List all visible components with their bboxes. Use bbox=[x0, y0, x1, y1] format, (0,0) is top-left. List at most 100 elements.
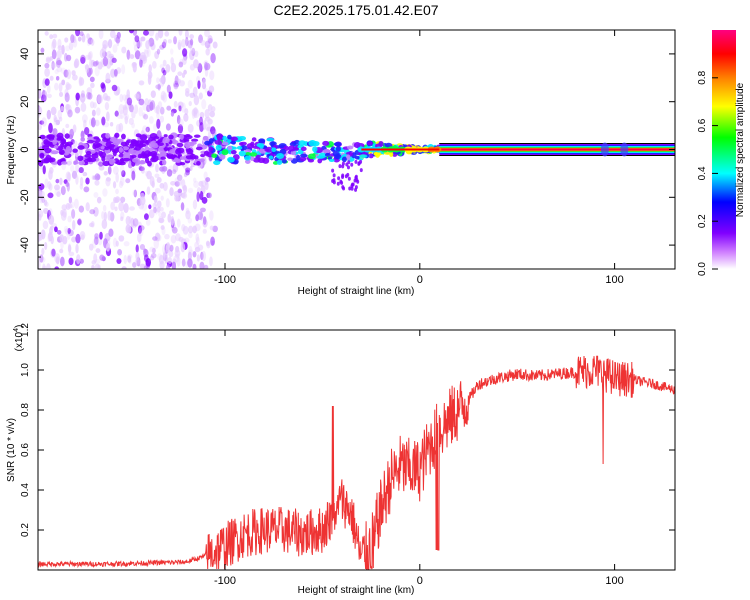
spectrogram-band-cell bbox=[193, 134, 201, 138]
spectrogram-trail-cell bbox=[339, 179, 343, 184]
spectrogram-noise-cell bbox=[193, 180, 200, 188]
spectrogram-noise-cell bbox=[95, 248, 101, 253]
spectrogram-noise-cell bbox=[126, 49, 131, 60]
spectrogram-noise-cell bbox=[198, 92, 203, 100]
spectrogram-noise-cell bbox=[91, 175, 96, 180]
spectrogram-band-cell bbox=[169, 149, 176, 154]
spectrogram-noise-cell bbox=[192, 199, 198, 210]
spectrogram-noise-cell bbox=[56, 66, 63, 73]
snr-y-tick-label: 0.4 bbox=[20, 483, 31, 497]
colorbar-tick-label: 0.0 bbox=[697, 262, 708, 276]
spectrogram-noise-cell bbox=[178, 105, 182, 112]
spectrogram-noise-cell bbox=[205, 240, 210, 247]
spectrogram-noise-cell bbox=[181, 72, 186, 78]
spectrogram-band-cell bbox=[170, 154, 176, 160]
spectrogram-noise-cell bbox=[96, 196, 102, 204]
spectrogram-trail-cell bbox=[336, 181, 340, 186]
spectrogram-trail-cell bbox=[354, 159, 358, 164]
spectrogram-trail-cell bbox=[332, 178, 336, 183]
spectrogram-noise-cell bbox=[178, 236, 184, 242]
spectrogram-noise-cell bbox=[93, 206, 99, 217]
colorbar-gradient bbox=[712, 30, 736, 269]
spectrogram-noise-cell bbox=[193, 95, 200, 106]
spectrogram-band-cell bbox=[131, 154, 137, 159]
spectrogram-noise-cell bbox=[208, 38, 213, 44]
spectrogram-noise-cell bbox=[173, 36, 177, 45]
spectrogram-noise-cell bbox=[192, 86, 198, 97]
spectrogram-noise-cell bbox=[146, 170, 152, 180]
spectrogram-noise-cell bbox=[67, 109, 73, 118]
spectrogram-y-tick-label: 20 bbox=[19, 96, 31, 108]
spectrogram-band-cell bbox=[255, 154, 261, 159]
spectrogram-band-cell bbox=[80, 137, 86, 142]
spectrogram-noise-cell bbox=[185, 36, 189, 47]
spectrogram-y-axis-label: Frequency (Hz) bbox=[6, 116, 17, 185]
spectrogram-noise-cell bbox=[83, 119, 87, 129]
spectrogram-band-cell bbox=[139, 134, 148, 141]
spectrogram-noise-cell bbox=[162, 252, 168, 262]
spectrogram-band-cell bbox=[211, 153, 218, 158]
spectrogram-noise-cell bbox=[154, 187, 161, 194]
spectrogram-noise-cell bbox=[159, 77, 164, 83]
spectrogram-band-cell bbox=[60, 139, 66, 145]
snr-ticks: -100 0 100 0.2 0.4 0.6 0.8 1.0 1.2 bbox=[20, 323, 675, 587]
spectrogram-noise-cell bbox=[206, 120, 211, 131]
spectrogram-noise-cell bbox=[182, 184, 188, 194]
spectrogram-noise-cell bbox=[90, 38, 95, 46]
spectrogram-noise-cell bbox=[187, 123, 194, 133]
spectrogram-noise-cell bbox=[187, 40, 193, 49]
spectrogram-carrier-core bbox=[361, 148, 440, 151]
spectrogram-noise-cell bbox=[207, 118, 213, 125]
spectrogram-noise-cell bbox=[39, 120, 45, 125]
spectrogram-band-cell bbox=[132, 157, 140, 163]
spectrogram-noise-cell bbox=[146, 125, 151, 135]
spectrogram-noise-cell bbox=[75, 163, 80, 173]
spectrogram-noise-cell bbox=[50, 106, 57, 116]
spectrogram-noise-cell bbox=[72, 140, 78, 147]
spectrogram-noise-cell bbox=[89, 101, 95, 109]
spectrogram-noise-cell bbox=[177, 124, 184, 134]
spectrogram-noise-cell bbox=[200, 251, 204, 261]
spectrogram-noise-cell bbox=[209, 110, 215, 118]
spectrogram-noise-cell bbox=[56, 191, 61, 198]
colorbar-label: Normalized spectral amplitude bbox=[735, 82, 746, 217]
spectrogram-noise-cell bbox=[40, 94, 47, 103]
colorbar: 0.0 0.2 0.4 0.6 0.8 Normalized spectral ampl… bbox=[697, 30, 746, 276]
spectrogram-noise-cell bbox=[129, 206, 135, 211]
spectrogram-noise-cell bbox=[144, 49, 149, 59]
spectrogram-noise-cell bbox=[47, 181, 52, 190]
spectrogram-noise-cell bbox=[139, 196, 146, 206]
spectrogram-noise-cell bbox=[185, 210, 191, 220]
spectrogram-noise-cell bbox=[119, 164, 125, 175]
spectrogram-x-tick-label: -100 bbox=[214, 274, 236, 286]
spectrogram-noise-cell bbox=[162, 38, 168, 45]
spectrogram-noise-cell bbox=[71, 170, 78, 180]
spectrogram-band-cell bbox=[142, 153, 150, 159]
spectrogram-noise-cell bbox=[189, 92, 195, 99]
spectrogram-noise-cell bbox=[204, 108, 210, 119]
spectrogram-noise-cell bbox=[42, 265, 47, 269]
spectrogram-noise-cell bbox=[98, 161, 104, 167]
spectrogram-noise-cell bbox=[209, 126, 216, 135]
spectrogram-noise-cell bbox=[59, 177, 63, 186]
spectrogram-noise-cell bbox=[150, 90, 156, 98]
spectrogram-noise-cell bbox=[59, 256, 65, 267]
spectrogram-noise-cell bbox=[90, 117, 96, 128]
spectrogram-noise-cell bbox=[128, 117, 135, 125]
spectrogram-noise-cell bbox=[94, 179, 100, 186]
spectrogram-noise-cell bbox=[196, 191, 200, 202]
spectrogram-noise-cell bbox=[75, 174, 79, 185]
spectrogram-noise-cell bbox=[180, 102, 186, 113]
spectrogram-band-cell bbox=[308, 139, 317, 147]
spectrogram-band-cell bbox=[249, 152, 258, 157]
spectrogram-noise-cell bbox=[86, 91, 91, 100]
spectrogram-noise-cell bbox=[156, 206, 161, 213]
spectrogram-band-cell bbox=[295, 154, 301, 161]
spectrogram-noise-cell bbox=[67, 215, 72, 223]
spectrogram-band-cell bbox=[289, 141, 297, 147]
spectrogram-noise-cell bbox=[170, 216, 175, 226]
spectrogram-noise-cell bbox=[149, 255, 155, 261]
spectrogram-noise-cell bbox=[170, 180, 176, 186]
spectrogram-noise-cell bbox=[143, 248, 147, 254]
spectrogram-noise-cell bbox=[76, 219, 82, 225]
